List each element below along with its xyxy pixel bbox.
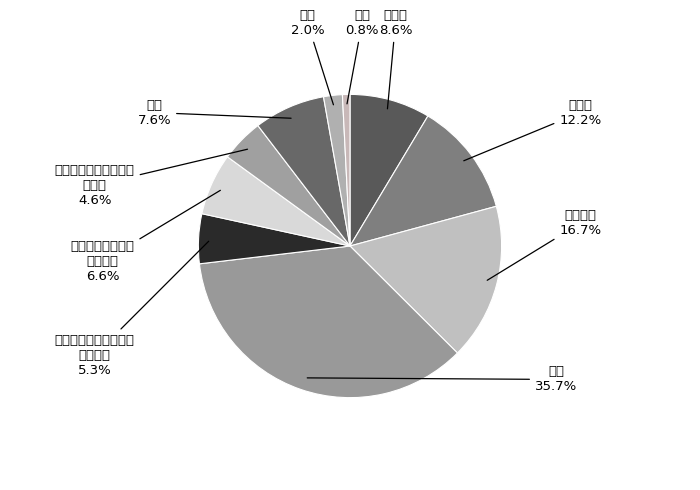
Text: 旅行
7.6%: 旅行 7.6% <box>137 98 291 126</box>
Wedge shape <box>199 246 458 398</box>
Text: その他
8.6%: その他 8.6% <box>379 9 412 109</box>
Wedge shape <box>342 95 350 246</box>
Wedge shape <box>350 95 428 246</box>
Wedge shape <box>350 206 502 353</box>
Text: 洋服・ファッション・
装飾品
4.6%: 洋服・ファッション・ 装飾品 4.6% <box>55 149 248 207</box>
Text: くらし・生活に役立つ
アイテム
5.3%: くらし・生活に役立つ アイテム 5.3% <box>55 241 209 377</box>
Wedge shape <box>198 214 350 264</box>
Wedge shape <box>228 125 350 246</box>
Wedge shape <box>202 157 350 246</box>
Text: グルメ
12.2%: グルメ 12.2% <box>464 98 601 161</box>
Text: お花
35.7%: お花 35.7% <box>307 366 578 393</box>
Text: 書籍
0.8%: 書籍 0.8% <box>345 9 379 104</box>
Wedge shape <box>323 95 350 246</box>
Text: スイーツ
16.7%: スイーツ 16.7% <box>487 209 601 280</box>
Wedge shape <box>350 116 496 246</box>
Text: 家電
2.0%: 家電 2.0% <box>290 9 333 105</box>
Wedge shape <box>258 97 350 246</box>
Text: 美容・健康に関連
するもの
6.6%: 美容・健康に関連 するもの 6.6% <box>71 190 220 283</box>
